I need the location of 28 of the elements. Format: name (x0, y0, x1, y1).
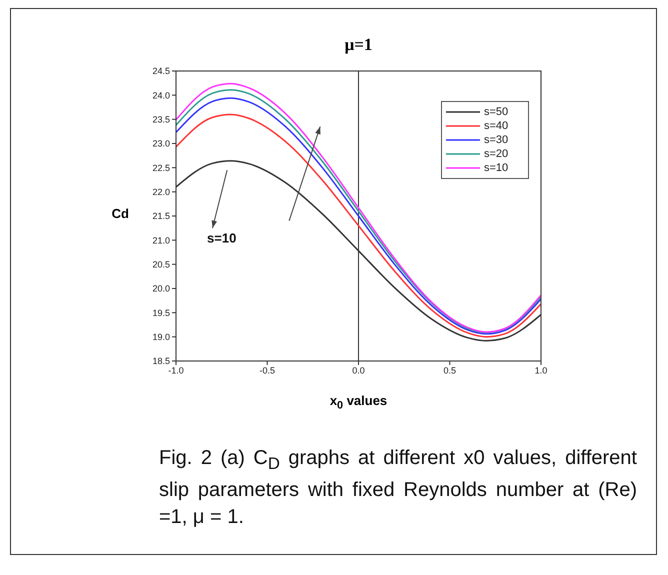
x-tick-label: -1.0 (168, 365, 184, 376)
y-tick-label: 23.5 (152, 114, 170, 125)
legend-label: s=40 (484, 120, 508, 132)
legend-label: s=10 (484, 162, 508, 174)
annotation: s=10 (207, 230, 236, 246)
y-tick-label: 21.0 (152, 235, 170, 246)
x-tick-label: 0.5 (443, 365, 456, 376)
x-tick-label: 1.0 (534, 365, 548, 376)
y-tick-label: 20.5 (152, 260, 170, 270)
x-tick-label: -0.5 (259, 365, 276, 376)
y-tick-label: 20.0 (152, 284, 170, 294)
y-tick-label: 22.0 (152, 187, 170, 198)
y-axis-title: Cd (110, 206, 129, 221)
chart-title: μ=1 (344, 35, 374, 55)
y-tick-label: 24.0 (152, 90, 170, 100)
y-tick-label: 18.5 (152, 356, 170, 366)
y-tick-label: 21.5 (152, 211, 170, 222)
y-tick-label: 19.0 (152, 332, 170, 342)
legend-label: s=50 (484, 106, 508, 118)
y-tick-label: 24.5 (152, 66, 170, 76)
x-tick-label: 0.0 (352, 365, 365, 376)
y-tick-label: 19.5 (152, 308, 170, 318)
x-axis-title: x$_{0}$ values (328, 393, 388, 412)
y-tick-label: 22.5 (152, 162, 170, 173)
legend-label: s=30 (484, 134, 508, 146)
caption: Fig. 2 (a) C$_{D}$ graphs at different x0 values, different slip parameters with fixed Reynolds number at (Re) =1, μ = 1. (159, 446, 637, 530)
legend-label: s=20 (484, 148, 508, 160)
y-tick-label: 23.0 (152, 138, 170, 149)
